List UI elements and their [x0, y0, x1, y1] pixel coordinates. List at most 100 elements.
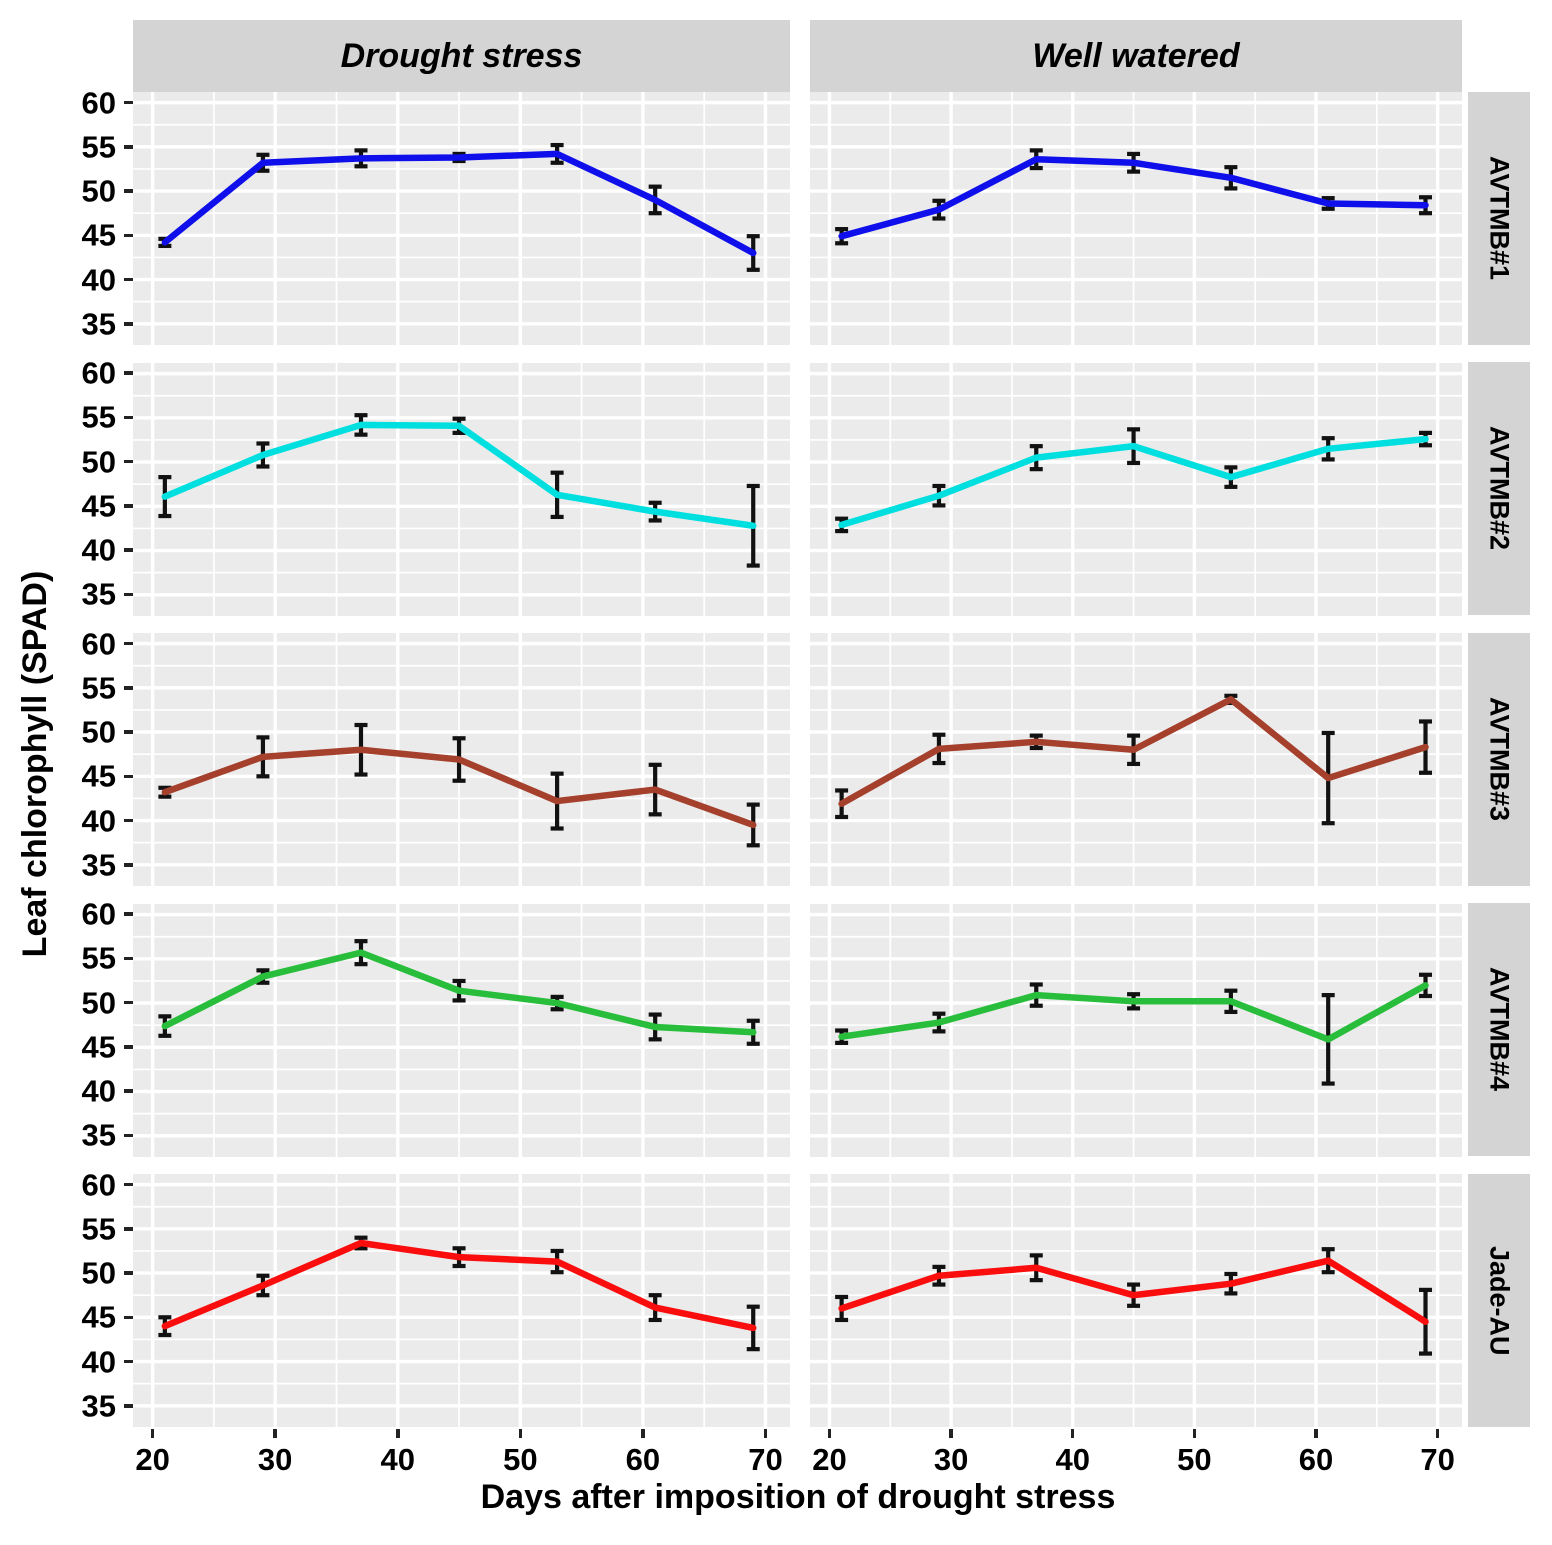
y-tick-mark	[124, 1271, 133, 1275]
y-tick-label: 40	[81, 1344, 116, 1380]
x-axis-title: Days after imposition of drought stress	[480, 1478, 1116, 1516]
x-tick-label: 20	[812, 1442, 847, 1477]
x-tick-label: 70	[1420, 1442, 1455, 1477]
y-tick-label: 60	[81, 896, 116, 932]
panel-background	[810, 362, 1462, 616]
panel-background	[133, 1174, 790, 1427]
y-tick-mark	[124, 592, 133, 597]
y-tick-label: 35	[81, 847, 116, 883]
x-tick-label: 30	[933, 1442, 969, 1477]
x-tick-mark	[827, 1429, 832, 1438]
y-tick-mark	[124, 548, 133, 552]
facet-row-label: AVTMB#2	[1484, 426, 1515, 551]
panel-background	[810, 1174, 1462, 1427]
facet-row-strip-avtmb2: AVTMB#2	[1468, 362, 1530, 615]
panel-avtmb-3-well-watered	[810, 633, 1462, 886]
y-tick-mark	[124, 322, 133, 326]
panel-avtmb-4-drought-stress	[133, 903, 790, 1157]
panel-background	[133, 362, 790, 616]
y-tick-mark	[124, 145, 133, 149]
panel-jade-au-well-watered	[810, 1174, 1462, 1427]
y-tick-label: 40	[81, 803, 116, 839]
y-tick-mark	[124, 956, 133, 961]
y-tick-label: 50	[81, 444, 116, 480]
series-line	[838, 696, 1429, 807]
y-tick-label: 60	[81, 85, 116, 121]
y-tick-mark	[124, 504, 133, 508]
y-tick-label: 35	[81, 576, 116, 612]
y-tick-mark	[124, 1089, 133, 1093]
panel-background	[810, 633, 1462, 886]
y-tick-label: 55	[81, 129, 116, 165]
series-line	[161, 746, 757, 829]
panel-avtmb-1-drought-stress	[133, 92, 790, 345]
facet-row-strip-avtmb3: AVTMB#3	[1468, 633, 1530, 886]
y-tick-label: 55	[81, 940, 116, 976]
panel-jade-au-drought-stress	[133, 1174, 790, 1427]
y-tick-label: 50	[81, 1255, 116, 1291]
y-tick-mark	[124, 686, 133, 690]
series-line	[161, 1239, 757, 1332]
y-tick-mark	[124, 1000, 133, 1005]
y-tick-label: 45	[81, 1299, 116, 1335]
facet-row-label: AVTMB#4	[1484, 967, 1515, 1092]
y-tick-label: 50	[81, 714, 116, 750]
facet-row-label: AVTMB#1	[1484, 156, 1515, 281]
series-line	[161, 421, 757, 529]
facet-col-header-label: Drought stress	[340, 36, 583, 75]
y-tick-mark	[124, 774, 133, 779]
panel-avtmb-4-well-watered	[810, 903, 1462, 1157]
facet-row-strip-avtmb4: AVTMB#4	[1468, 903, 1530, 1156]
facet-row-label: AVTMB#3	[1484, 697, 1515, 822]
panel-background	[133, 92, 790, 345]
x-tick-label: 60	[625, 1442, 661, 1477]
y-tick-mark	[124, 1227, 133, 1231]
y-tick-mark	[124, 863, 133, 867]
x-tick-mark	[396, 1429, 400, 1438]
x-tick-mark	[518, 1429, 523, 1438]
y-tick-label: 55	[81, 670, 116, 706]
y-tick-label: 40	[81, 262, 116, 298]
panel-background	[810, 903, 1462, 1157]
series-line	[838, 1257, 1429, 1325]
y-tick-mark	[124, 912, 133, 916]
x-tick-mark	[1435, 1429, 1440, 1438]
y-tick-label: 60	[81, 1167, 116, 1203]
y-tick-mark	[124, 233, 133, 238]
x-tick-mark	[1192, 1429, 1197, 1438]
series-line	[838, 435, 1429, 528]
series-line	[161, 150, 757, 257]
x-tick-mark	[641, 1429, 645, 1438]
y-tick-label: 60	[81, 355, 116, 391]
series-line	[838, 155, 1429, 240]
panel-avtmb-2-drought-stress	[133, 362, 790, 616]
x-tick-mark	[949, 1429, 953, 1438]
y-tick-mark	[124, 1404, 133, 1408]
panel-avtmb-3-drought-stress	[133, 633, 790, 886]
y-tick-label: 50	[81, 173, 116, 209]
x-tick-label: 40	[380, 1442, 415, 1477]
y-tick-label: 60	[81, 626, 116, 662]
x-tick-mark	[1314, 1429, 1318, 1438]
y-tick-label: 45	[81, 217, 116, 253]
facet-col-header-label: Well watered	[1032, 36, 1240, 75]
x-tick-label: 40	[1055, 1442, 1090, 1477]
y-tick-mark	[124, 371, 133, 375]
y-tick-mark	[124, 1182, 133, 1187]
panel-avtmb-2-well-watered	[810, 362, 1462, 616]
y-tick-mark	[124, 641, 133, 646]
y-tick-mark	[124, 730, 133, 734]
x-tick-mark	[273, 1429, 277, 1438]
y-tick-mark	[124, 100, 133, 105]
x-tick-label: 50	[1177, 1442, 1212, 1477]
y-tick-label: 45	[81, 488, 116, 524]
x-tick-label: 20	[135, 1442, 170, 1477]
y-tick-label: 35	[81, 1117, 116, 1153]
y-tick-mark	[124, 277, 133, 282]
x-tick-mark	[1070, 1429, 1075, 1438]
facet-row-strip-avtmb1: AVTMB#1	[1468, 92, 1530, 345]
panel-avtmb-1-well-watered	[810, 92, 1462, 345]
x-tick-label: 50	[503, 1442, 538, 1477]
y-tick-label: 35	[81, 1388, 116, 1424]
